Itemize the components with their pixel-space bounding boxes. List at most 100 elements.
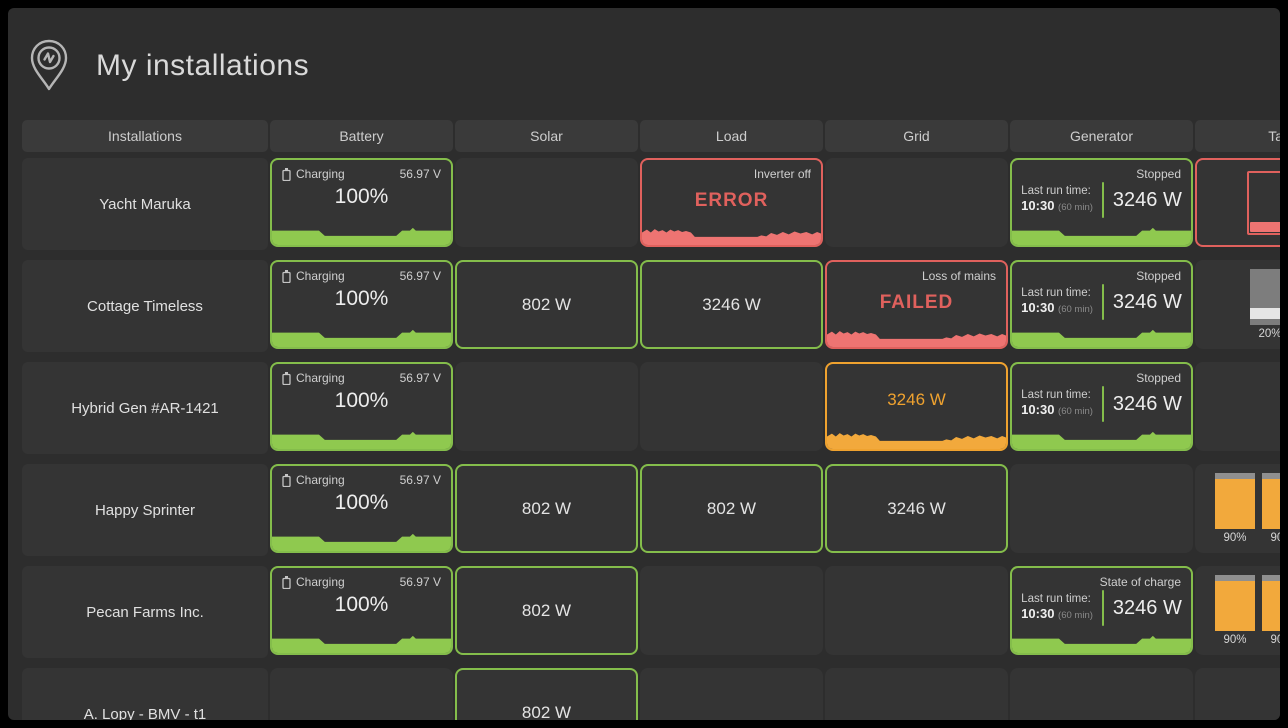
load-cell-alarm[interactable]: Inverter off ERROR: [640, 158, 823, 247]
location-pin-logo: [30, 39, 68, 91]
grid-alarm-value: FAILED: [879, 292, 954, 313]
generator-cell[interactable]: State of charge Last run time: 10:30 (60…: [1010, 566, 1193, 655]
load-cell-empty[interactable]: [640, 668, 823, 720]
grid-cell-empty[interactable]: [825, 158, 1008, 247]
generator-last-run-time: 10:30: [1021, 606, 1055, 621]
battery-cell-top: Charging 56.97 V: [272, 568, 451, 589]
generator-sparkline: [1012, 431, 1191, 449]
installations-table: Installations Battery Solar Load Grid Ge…: [22, 120, 1280, 720]
generator-last-run-duration: (60 min): [1058, 304, 1093, 315]
battery-cell-top: Charging 56.97 V: [272, 160, 451, 181]
column-header-solar[interactable]: Solar: [455, 120, 638, 152]
solar-cell-empty[interactable]: [455, 158, 638, 247]
grid-alarm-top: Loss of mains: [827, 262, 1006, 283]
battery-sparkline: [272, 635, 451, 653]
installation-name[interactable]: Happy Sprinter: [22, 464, 268, 556]
column-header-load[interactable]: Load: [640, 120, 823, 152]
solar-power: 802 W: [521, 498, 572, 518]
generator-top: State of charge: [1012, 568, 1191, 589]
battery-cell[interactable]: Charging 56.97 V 100%: [270, 260, 453, 349]
load-cell-empty[interactable]: [640, 566, 823, 655]
column-header-tanks[interactable]: Tanks: [1195, 120, 1280, 152]
generator-cell[interactable]: Stopped Last run time: 10:30 (60 min) 32…: [1010, 158, 1193, 247]
generator-cell[interactable]: Stopped Last run time: 10:30 (60 min) 32…: [1010, 362, 1193, 451]
battery-cell[interactable]: Charging 56.97 V 100%: [270, 464, 453, 553]
tank-fill: [1250, 308, 1280, 320]
battery-cell[interactable]: Charging 56.97 V 100%: [270, 362, 453, 451]
tank-level-label: 90%: [1270, 634, 1280, 646]
battery-sparkline: [272, 227, 451, 245]
generator-divider: [1101, 386, 1104, 422]
tank-bar: [1262, 473, 1280, 529]
generator-sparkline: [1012, 635, 1191, 653]
solar-power: 802 W: [521, 600, 572, 620]
battery-cell-empty[interactable]: [270, 668, 453, 720]
battery-sparkline: [272, 329, 451, 347]
generator-last-run-time: 10:30: [1021, 402, 1055, 417]
battery-cell-top: Charging 56.97 V: [272, 364, 451, 385]
tanks-cell-alarm[interactable]: [1195, 158, 1280, 247]
tank-fill: [1262, 478, 1280, 529]
tanks-cell[interactable]: 90% 90%: [1195, 464, 1280, 553]
generator-cell-empty[interactable]: [1010, 668, 1193, 720]
battery-cell[interactable]: Charging 56.97 V 100%: [270, 158, 453, 247]
solar-cell[interactable]: 802 W: [455, 566, 638, 655]
generator-last-run-duration: (60 min): [1058, 202, 1093, 213]
column-header-generator[interactable]: Generator: [1010, 120, 1193, 152]
column-header-battery[interactable]: Battery: [270, 120, 453, 152]
battery-voltage: 56.97 V: [399, 473, 441, 487]
load-cell[interactable]: 802 W: [640, 464, 823, 553]
solar-cell-empty[interactable]: [455, 362, 638, 451]
installation-name[interactable]: Pecan Farms Inc.: [22, 566, 268, 658]
installation-name[interactable]: Hybrid Gen #AR-1421: [22, 362, 268, 454]
generator-last-run-label: Last run time:: [1021, 593, 1091, 605]
battery-status: Charging: [282, 473, 345, 487]
generator-cell[interactable]: Stopped Last run time: 10:30 (60 min) 32…: [1010, 260, 1193, 349]
grid-cell-alarm[interactable]: Loss of mains FAILED: [825, 260, 1008, 349]
generator-last-run: Last run time: 10:30 (60 min): [1021, 593, 1093, 623]
tank-level-label: 90%: [1270, 532, 1280, 544]
solar-cell[interactable]: 802 W: [455, 668, 638, 720]
column-header-installations[interactable]: Installations: [22, 120, 268, 152]
generator-last-run: Last run time: 10:30 (60 min): [1021, 389, 1093, 419]
solar-power: 802 W: [521, 294, 572, 314]
load-cell-empty[interactable]: [640, 362, 823, 451]
tanks-cell-empty[interactable]: [1195, 668, 1280, 720]
solar-cell[interactable]: 802 W: [455, 464, 638, 553]
tanks-wrap: 20%: [1195, 260, 1280, 349]
generator-divider: [1101, 182, 1104, 218]
grid-cell-empty[interactable]: [825, 566, 1008, 655]
generator-power: 3246 W: [1112, 392, 1182, 415]
generator-body: Last run time: 10:30 (60 min) 3246 W: [1012, 284, 1191, 320]
grid-cell[interactable]: 3246 W: [825, 464, 1008, 553]
generator-last-run: Last run time: 10:30 (60 min): [1021, 185, 1093, 215]
tank-bar: [1250, 269, 1280, 325]
grid-cell-empty[interactable]: [825, 668, 1008, 720]
installation-name[interactable]: A. Lopy - BMV - t1: [22, 668, 268, 720]
tank-bar: [1215, 473, 1255, 529]
battery-cell[interactable]: Charging 56.97 V 100%: [270, 566, 453, 655]
installation-name[interactable]: Cottage Timeless: [22, 260, 268, 352]
load-cell[interactable]: 3246 W: [640, 260, 823, 349]
generator-top: Stopped: [1012, 262, 1191, 283]
battery-status: Charging: [282, 575, 345, 589]
column-header-grid[interactable]: Grid: [825, 120, 1008, 152]
generator-cell-empty[interactable]: [1010, 464, 1193, 553]
battery-status-label: Charging: [296, 575, 345, 589]
tanks-cell[interactable]: 90% 90%: [1195, 566, 1280, 655]
generator-power: 3246 W: [1112, 188, 1182, 211]
battery-status-label: Charging: [296, 167, 345, 181]
solar-cell[interactable]: 802 W: [455, 260, 638, 349]
tank-gauge: 90%: [1215, 575, 1255, 646]
tanks-cell[interactable]: 20%: [1195, 260, 1280, 349]
tank-fill: [1250, 221, 1280, 232]
tanks-wrap: 90% 90%: [1195, 566, 1280, 655]
tank-gauge: 20%: [1250, 269, 1280, 340]
tanks-wrap: [1197, 160, 1280, 245]
generator-sparkline: [1012, 227, 1191, 245]
installation-name[interactable]: Yacht Maruka: [22, 158, 268, 250]
grid-cell-warning[interactable]: 3246 W: [825, 362, 1008, 451]
tanks-cell-empty[interactable]: [1195, 362, 1280, 451]
battery-status-label: Charging: [296, 371, 345, 385]
